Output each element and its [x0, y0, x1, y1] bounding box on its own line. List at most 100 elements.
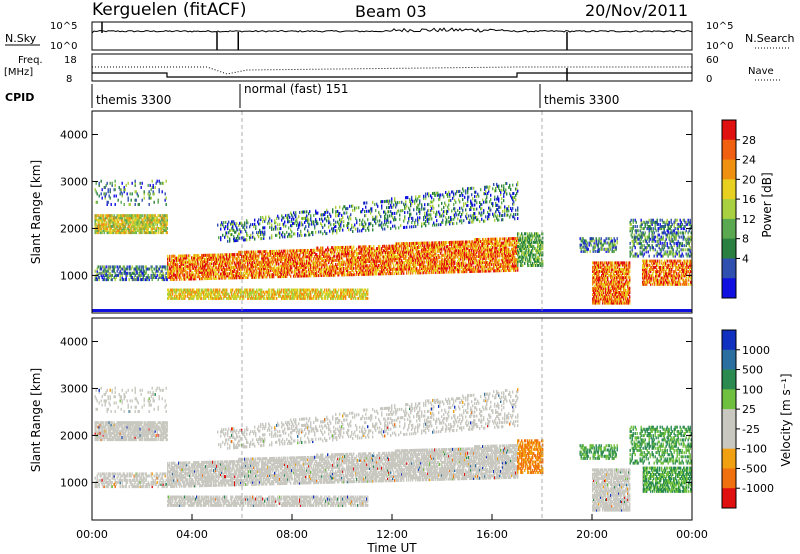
power-cell: [132, 226, 134, 230]
power-cell: [332, 208, 334, 212]
power-cell: [373, 259, 375, 263]
power-cell: [465, 240, 467, 244]
power-cell: [383, 223, 385, 227]
power-cell: [273, 254, 275, 258]
power-cell: [375, 215, 377, 219]
power-cell: [403, 261, 405, 265]
power-cell: [501, 252, 503, 256]
power-cell: [373, 251, 375, 255]
power-cell: [507, 256, 509, 260]
power-cell: [365, 258, 367, 261]
power-cell: [225, 220, 227, 224]
power-cell: [415, 265, 417, 269]
power-cell: [145, 224, 147, 228]
power-cell: [273, 266, 275, 270]
power-cell: [133, 224, 135, 228]
power-cell: [252, 223, 254, 226]
power-cell: [441, 247, 443, 251]
power-cell: [125, 229, 127, 232]
power-cell: [221, 274, 223, 278]
power-cell: [169, 271, 171, 275]
power-cell: [497, 241, 499, 245]
power-cell: [365, 260, 367, 264]
power-cell: [422, 254, 424, 258]
power-cell: [456, 190, 458, 194]
power-cell: [360, 256, 362, 259]
power-cell: [165, 224, 167, 228]
power-cell: [262, 265, 264, 268]
power-cell: [251, 273, 253, 277]
power-cell: [513, 266, 515, 270]
power-cell: [366, 247, 368, 251]
power-cell: [142, 220, 144, 224]
power-cell: [377, 266, 379, 270]
power-cell: [415, 269, 417, 273]
power-cell: [416, 267, 418, 271]
power-cell: [115, 216, 117, 220]
power-cell: [332, 261, 334, 264]
power-cell: [181, 277, 183, 281]
power-cell: [145, 226, 147, 230]
power-cell: [481, 252, 483, 256]
power-cell: [401, 248, 403, 252]
power-cell: [392, 267, 394, 271]
power-cell: [436, 191, 438, 195]
power-cell: [285, 255, 287, 259]
power-cell: [418, 241, 420, 245]
power-cell: [316, 257, 318, 261]
power-cell: [509, 254, 511, 258]
power-cell: [396, 257, 398, 261]
power-cell: [293, 259, 295, 263]
power-cell: [493, 244, 495, 247]
power-cell: [109, 220, 111, 224]
power-cell: [387, 225, 389, 229]
power-cell: [320, 274, 322, 277]
power-cell: [316, 246, 318, 250]
power-cell: [468, 259, 470, 263]
power-cell: [317, 263, 319, 267]
power-cell: [200, 270, 202, 274]
power-cell: [477, 240, 479, 244]
power-cell: [240, 265, 242, 269]
power-cell: [208, 268, 210, 272]
power-cell: [345, 252, 347, 256]
power-cell: [409, 244, 411, 248]
power-cell: [96, 214, 98, 218]
power-cell: [438, 249, 440, 253]
power-cell: [225, 259, 227, 263]
power-cell: [349, 273, 351, 277]
power-cell: [189, 275, 191, 279]
power-cell: [346, 269, 348, 273]
power-cell: [433, 271, 435, 274]
power-cell: [428, 256, 430, 260]
power-cell: [509, 249, 511, 253]
power-cell: [308, 255, 310, 259]
power-cell: [234, 239, 236, 243]
power-cell: [384, 246, 386, 250]
power-cell: [376, 253, 378, 257]
power-cell: [115, 231, 117, 235]
power-cell: [347, 273, 349, 277]
power-cell: [130, 226, 132, 230]
power-cell: [460, 244, 462, 248]
power-cell: [399, 261, 401, 265]
power-cell: [272, 249, 274, 253]
power-cell: [477, 248, 479, 252]
power-cell: [434, 258, 436, 262]
power-cell: [263, 250, 265, 254]
power-cell: [432, 223, 434, 227]
power-cell: [312, 261, 314, 265]
power-cell: [256, 254, 258, 258]
power-cell: [468, 240, 470, 244]
power-cell: [374, 253, 376, 257]
power-cell: [358, 251, 360, 255]
power-cell: [176, 273, 178, 277]
power-cell: [324, 211, 326, 214]
power-cell: [116, 224, 118, 228]
power-cell: [459, 257, 461, 261]
power-cell: [322, 232, 324, 236]
power-cell: [444, 247, 446, 251]
power-cell: [242, 236, 244, 240]
power-cell: [436, 241, 438, 245]
power-cell: [168, 256, 170, 260]
